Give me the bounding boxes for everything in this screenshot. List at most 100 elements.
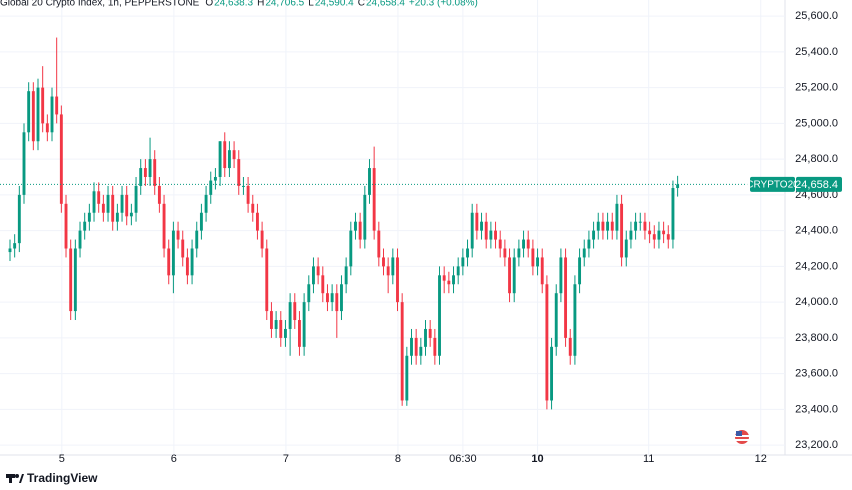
candle-body bbox=[148, 159, 152, 177]
candle-body bbox=[363, 194, 367, 240]
candle-body bbox=[227, 150, 231, 169]
last-price-label: 24,658.4 bbox=[795, 179, 838, 191]
candle-body bbox=[349, 230, 353, 267]
candle-body bbox=[461, 257, 465, 267]
candle-body bbox=[475, 212, 479, 231]
candle-body bbox=[73, 248, 77, 312]
candle-body bbox=[391, 257, 395, 276]
candle-body bbox=[17, 194, 21, 244]
candle-body bbox=[101, 203, 105, 213]
candle-body bbox=[536, 257, 540, 267]
candle-body bbox=[662, 230, 666, 235]
y-tick-label: 23,600.0 bbox=[795, 368, 838, 380]
candle-body bbox=[433, 337, 437, 356]
x-tick-label: 12 bbox=[755, 453, 767, 465]
candle-body bbox=[83, 221, 87, 231]
candle-body bbox=[442, 275, 446, 281]
candle-body bbox=[171, 230, 175, 276]
candle-body bbox=[279, 320, 283, 338]
candle-body bbox=[657, 230, 661, 240]
candle-body bbox=[265, 248, 269, 312]
candle-body bbox=[354, 221, 357, 231]
candle-body bbox=[606, 221, 610, 231]
candle-body bbox=[508, 257, 511, 294]
candle-body bbox=[223, 141, 227, 169]
x-tick-label: 11 bbox=[643, 453, 654, 465]
candle-body bbox=[41, 87, 45, 124]
candle-body bbox=[494, 230, 497, 240]
candle-body bbox=[592, 230, 596, 240]
candle-body bbox=[120, 194, 124, 213]
y-tick-label: 24,200.0 bbox=[795, 260, 838, 272]
candle-body bbox=[181, 239, 185, 258]
candle-body bbox=[298, 320, 301, 347]
candle-body bbox=[251, 203, 255, 213]
candle-body bbox=[638, 221, 642, 223]
candle-body bbox=[115, 212, 119, 222]
candle-body bbox=[312, 266, 315, 285]
candle-body bbox=[587, 239, 591, 249]
y-tick-label: 23,400.0 bbox=[795, 403, 838, 415]
candle-body bbox=[302, 302, 306, 347]
readout-label: C bbox=[358, 0, 365, 9]
candle-body bbox=[45, 123, 49, 133]
candle-body bbox=[36, 87, 40, 142]
candle-body bbox=[326, 293, 329, 303]
candle-body bbox=[512, 257, 516, 294]
y-tick-label: 25,000.0 bbox=[795, 117, 838, 129]
candle-body bbox=[601, 221, 605, 231]
candle-body bbox=[531, 248, 535, 267]
candle-body bbox=[92, 191, 96, 213]
candle-body bbox=[424, 328, 427, 347]
x-tick-label: 7 bbox=[283, 453, 289, 465]
brand-logo bbox=[6, 474, 24, 483]
candle-body bbox=[199, 212, 203, 231]
candle-body bbox=[484, 221, 488, 240]
candle-body bbox=[503, 248, 507, 258]
candle-body bbox=[209, 180, 213, 195]
candle-body bbox=[368, 168, 371, 195]
candle-body bbox=[629, 230, 633, 240]
candle-body bbox=[438, 275, 441, 356]
candle-body bbox=[139, 168, 143, 186]
candle-body bbox=[232, 150, 236, 160]
candle-body bbox=[260, 230, 264, 249]
country-flag bbox=[735, 430, 749, 444]
candle-body bbox=[610, 221, 614, 231]
candle-body bbox=[428, 328, 432, 338]
candle-body bbox=[134, 185, 138, 213]
symbol-tag: CRYPTO20 bbox=[746, 180, 799, 191]
y-tick-label: 23,800.0 bbox=[795, 332, 838, 344]
x-tick-label: 5 bbox=[59, 453, 65, 465]
candle-body bbox=[410, 337, 413, 356]
candle-body bbox=[624, 239, 628, 258]
last-price-tag-bg bbox=[796, 176, 842, 192]
candle-body bbox=[582, 248, 586, 258]
readout-label: O bbox=[205, 0, 213, 9]
candle-body bbox=[666, 234, 670, 240]
candle-body bbox=[676, 184, 680, 189]
candle-body bbox=[283, 328, 287, 338]
candle-body bbox=[568, 337, 572, 356]
candle-body bbox=[255, 212, 259, 231]
candle-body bbox=[59, 114, 63, 204]
y-tick-label: 24,800.0 bbox=[795, 153, 838, 165]
candle-body bbox=[13, 243, 17, 249]
candle-body bbox=[648, 230, 652, 235]
candle-body bbox=[466, 248, 469, 258]
candle-body bbox=[64, 203, 68, 249]
candle-body bbox=[344, 266, 348, 285]
candle-body bbox=[125, 194, 129, 217]
grid bbox=[0, 0, 785, 455]
candle-body bbox=[652, 234, 656, 240]
candle-body bbox=[293, 302, 297, 321]
y-tick-label: 25,600.0 bbox=[795, 10, 838, 22]
candle-body bbox=[27, 91, 31, 133]
candle-body bbox=[176, 230, 180, 240]
x-tick-label: 8 bbox=[395, 453, 401, 465]
readout-value: 24,638.3 bbox=[214, 0, 253, 9]
candle-body bbox=[97, 191, 101, 204]
symbol-tag-bg bbox=[750, 176, 795, 192]
candle-body bbox=[195, 230, 199, 249]
